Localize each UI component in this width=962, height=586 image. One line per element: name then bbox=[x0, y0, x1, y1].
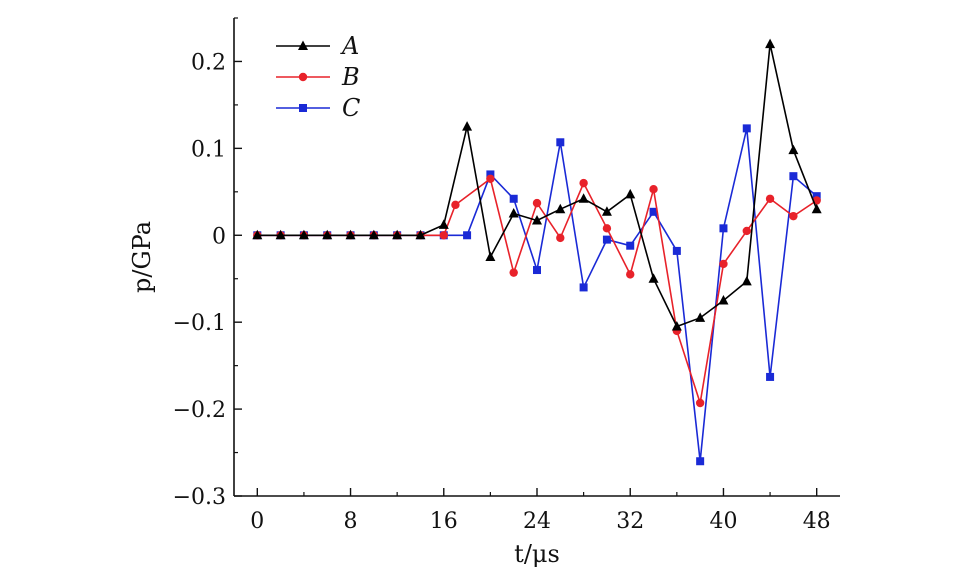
data-point-b bbox=[719, 259, 728, 269]
data-point-b bbox=[626, 270, 635, 279]
legend-item-b: B bbox=[276, 63, 360, 91]
data-point-a bbox=[695, 312, 706, 322]
data-point-c bbox=[719, 224, 728, 233]
axes: 0.2 0.1 0 −0.1 −0.2 −0.3 0 8 16 24 32 40 48 bbox=[173, 17, 840, 534]
x-tick-label: 8 bbox=[344, 509, 358, 534]
data-point-a bbox=[741, 275, 752, 286]
data-point-c bbox=[626, 241, 635, 250]
data-point-b bbox=[532, 198, 542, 208]
series-layer bbox=[252, 38, 822, 466]
data-point-a bbox=[392, 229, 403, 240]
data-point-a bbox=[601, 206, 612, 216]
data-point-c bbox=[812, 192, 821, 201]
legend: ABC bbox=[276, 32, 360, 122]
data-point-c bbox=[556, 138, 565, 147]
data-point-a bbox=[438, 219, 449, 229]
data-point-a bbox=[322, 229, 333, 240]
data-point-b bbox=[789, 211, 798, 221]
data-point-c bbox=[766, 372, 775, 381]
legend-label: A bbox=[340, 32, 359, 60]
y-tick-label: −0.3 bbox=[173, 485, 226, 510]
data-point-c bbox=[742, 124, 751, 133]
data-point-a bbox=[298, 229, 309, 240]
y-tick-label: 0.2 bbox=[191, 50, 226, 75]
data-point-b bbox=[439, 231, 448, 240]
data-point-c bbox=[789, 172, 798, 181]
data-point-a bbox=[368, 229, 379, 240]
data-point-a bbox=[555, 203, 566, 214]
data-point-a bbox=[718, 294, 729, 305]
x-tick-label: 16 bbox=[430, 509, 458, 534]
data-point-a bbox=[275, 229, 286, 240]
data-point-a bbox=[578, 193, 589, 203]
x-tick-label: 0 bbox=[250, 509, 264, 534]
data-point-c bbox=[486, 170, 495, 179]
x-axis-label: t/μs bbox=[514, 540, 560, 568]
data-point-b bbox=[486, 174, 495, 183]
data-point-a bbox=[811, 203, 822, 214]
data-point-b bbox=[509, 268, 518, 277]
data-point-b bbox=[742, 226, 751, 236]
data-point-a bbox=[345, 229, 356, 240]
data-point-a bbox=[508, 208, 519, 218]
data-point-a bbox=[671, 321, 682, 331]
data-point-a bbox=[462, 121, 473, 131]
data-point-b bbox=[579, 178, 588, 188]
legend-marker bbox=[299, 104, 307, 112]
data-point-a bbox=[648, 273, 659, 283]
data-point-a bbox=[765, 38, 776, 49]
data-point-c bbox=[649, 207, 658, 216]
y-tick-label: 0 bbox=[212, 224, 226, 249]
legend-marker bbox=[298, 72, 308, 82]
data-point-a bbox=[485, 251, 496, 261]
data-point-c bbox=[509, 194, 518, 203]
y-axis-label: p/GPa bbox=[128, 221, 156, 293]
data-point-c bbox=[696, 457, 705, 466]
data-point-a bbox=[415, 229, 426, 240]
data-point-a bbox=[532, 214, 542, 225]
legend-marker bbox=[298, 40, 308, 50]
data-point-a bbox=[252, 229, 263, 240]
legend-label: C bbox=[342, 94, 360, 122]
data-point-a bbox=[625, 188, 636, 199]
x-tick-label: 48 bbox=[803, 509, 831, 534]
data-point-c bbox=[533, 266, 541, 275]
data-point-b bbox=[602, 224, 612, 233]
legend-item-a: A bbox=[276, 32, 359, 60]
data-point-b bbox=[649, 185, 658, 194]
data-point-b bbox=[765, 194, 775, 203]
data-point-c bbox=[672, 246, 681, 255]
data-point-b bbox=[451, 200, 460, 210]
data-point-c bbox=[602, 235, 611, 244]
y-tick-label: −0.2 bbox=[173, 398, 226, 423]
y-tick-label: 0.1 bbox=[191, 137, 226, 162]
x-tick-label: 40 bbox=[709, 509, 737, 534]
data-point-c bbox=[463, 231, 472, 240]
data-point-c bbox=[579, 283, 588, 292]
x-tick-label: 32 bbox=[616, 509, 644, 534]
x-tick-label: 24 bbox=[523, 509, 551, 534]
series-a bbox=[252, 38, 822, 331]
legend-label: B bbox=[341, 63, 360, 91]
legend-item-c: C bbox=[276, 94, 360, 122]
y-tick-label: −0.1 bbox=[173, 311, 226, 336]
data-point-a bbox=[788, 144, 799, 155]
data-point-b bbox=[695, 398, 705, 408]
data-point-b bbox=[556, 233, 565, 243]
